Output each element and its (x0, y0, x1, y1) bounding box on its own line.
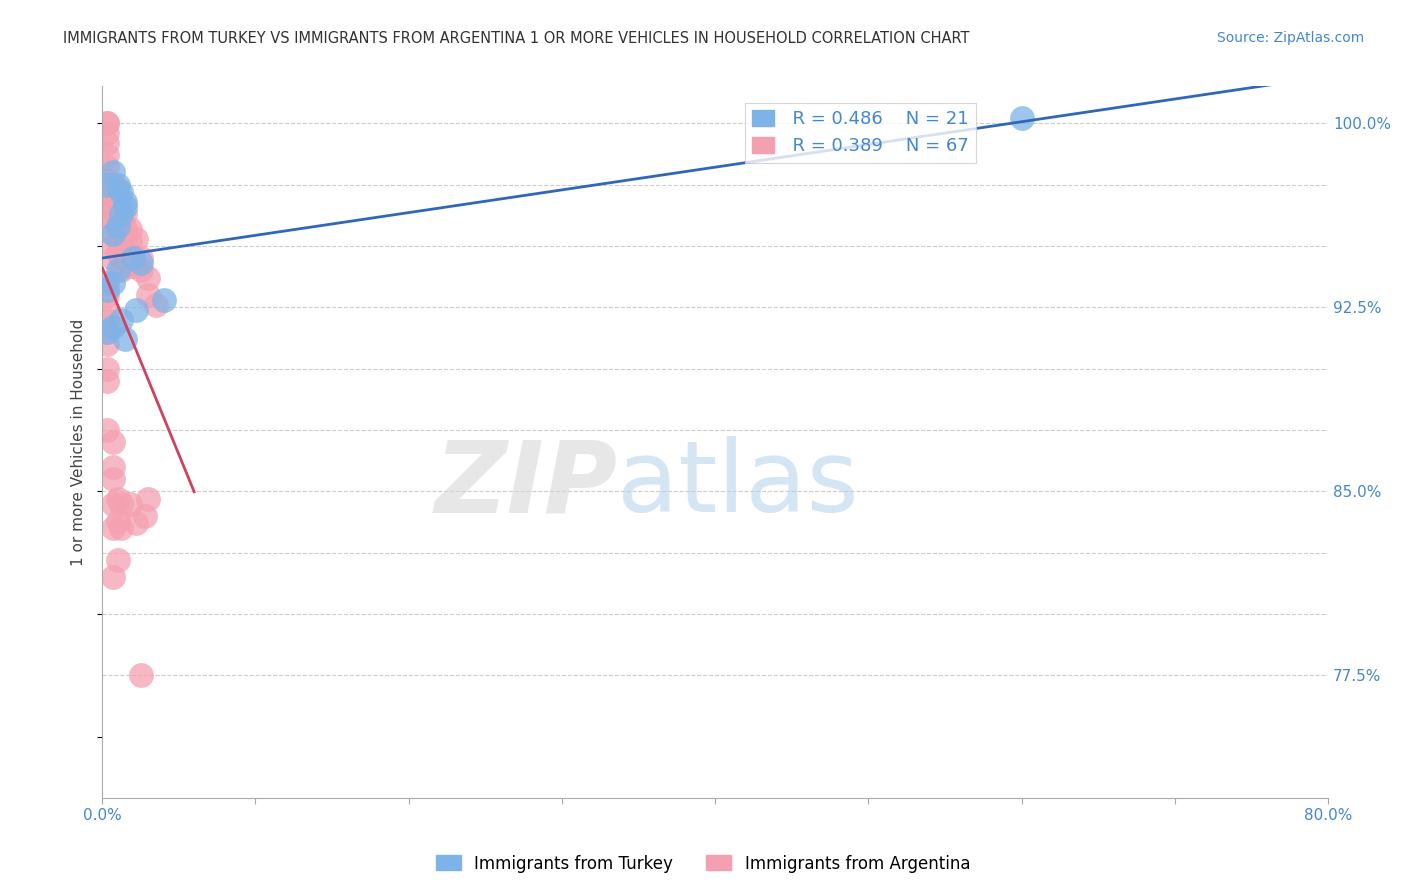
Text: atlas: atlas (617, 436, 859, 533)
Point (1011, 112, 1033, 126)
Point (101, 190, 124, 204)
Point (101, 497, 124, 511)
Point (118, 234, 141, 248)
Point (107, 178, 129, 192)
Point (114, 221, 136, 235)
Point (110, 214, 132, 228)
Point (107, 246, 129, 260)
Point (107, 219, 129, 234)
Point (110, 227, 132, 241)
Point (96, 136, 118, 150)
Point (107, 514, 129, 528)
Point (101, 202, 124, 216)
Point (110, 207, 132, 221)
Point (145, 298, 167, 312)
Point (101, 276, 124, 290)
Point (110, 521, 132, 535)
Point (101, 214, 124, 228)
Point (136, 491, 159, 506)
Point (118, 259, 141, 273)
Point (125, 231, 148, 245)
Point (101, 165, 124, 179)
Point (96, 288, 118, 302)
Point (114, 200, 136, 214)
Point (96, 185, 118, 199)
Point (114, 194, 136, 209)
Y-axis label: 1 or more Vehicles in Household: 1 or more Vehicles in Household (72, 318, 86, 566)
Point (110, 312, 132, 326)
Text: ZIP: ZIP (434, 436, 617, 533)
Point (107, 491, 129, 506)
Point (125, 259, 148, 273)
Point (125, 302, 148, 317)
Point (96, 423, 118, 437)
Point (101, 319, 124, 334)
Point (101, 178, 124, 192)
Point (114, 234, 136, 248)
Point (107, 234, 129, 248)
Point (96, 374, 118, 388)
Point (96, 283, 118, 297)
Text: Source: ZipAtlas.com: Source: ZipAtlas.com (1216, 31, 1364, 45)
Point (101, 570, 124, 584)
Point (101, 251, 124, 265)
Point (96, 116, 118, 130)
Point (96, 197, 118, 211)
Point (107, 221, 129, 235)
Point (101, 472, 124, 486)
Point (110, 185, 132, 199)
Point (134, 508, 156, 523)
Point (96, 148, 118, 162)
Point (107, 197, 129, 211)
Point (118, 221, 141, 235)
Point (96, 210, 118, 224)
Point (129, 251, 152, 265)
Point (96, 178, 118, 192)
Point (136, 288, 159, 302)
Legend:   R = 0.486    N = 21,   R = 0.389    N = 67: R = 0.486 N = 21, R = 0.389 N = 67 (745, 103, 976, 162)
Point (96, 361, 118, 376)
Point (107, 210, 129, 224)
Point (110, 263, 132, 277)
Text: IMMIGRANTS FROM TURKEY VS IMMIGRANTS FROM ARGENTINA 1 OR MORE VEHICLES IN HOUSEH: IMMIGRANTS FROM TURKEY VS IMMIGRANTS FRO… (63, 31, 970, 46)
Point (110, 251, 132, 265)
Point (107, 553, 129, 567)
Point (129, 256, 152, 270)
Point (101, 239, 124, 253)
Point (125, 516, 148, 531)
Point (101, 227, 124, 241)
Point (114, 332, 136, 346)
Point (110, 497, 132, 511)
Point (96, 126, 118, 140)
Point (121, 251, 143, 265)
Point (129, 668, 152, 682)
Point (114, 246, 136, 260)
Point (96, 325, 118, 339)
Point (136, 270, 159, 285)
Point (152, 293, 174, 307)
Point (107, 263, 129, 277)
Point (110, 239, 132, 253)
Point (107, 182, 129, 196)
Point (96, 172, 118, 186)
Point (114, 207, 136, 221)
Point (101, 227, 124, 241)
Point (129, 263, 152, 277)
Legend: Immigrants from Turkey, Immigrants from Argentina: Immigrants from Turkey, Immigrants from … (429, 848, 977, 880)
Point (96, 302, 118, 317)
Point (96, 116, 118, 130)
Point (101, 521, 124, 535)
Point (118, 497, 141, 511)
Point (101, 459, 124, 474)
Point (96, 325, 118, 339)
Point (96, 337, 118, 351)
Point (96, 276, 118, 290)
Point (96, 312, 118, 326)
Point (101, 435, 124, 450)
Point (96, 161, 118, 175)
